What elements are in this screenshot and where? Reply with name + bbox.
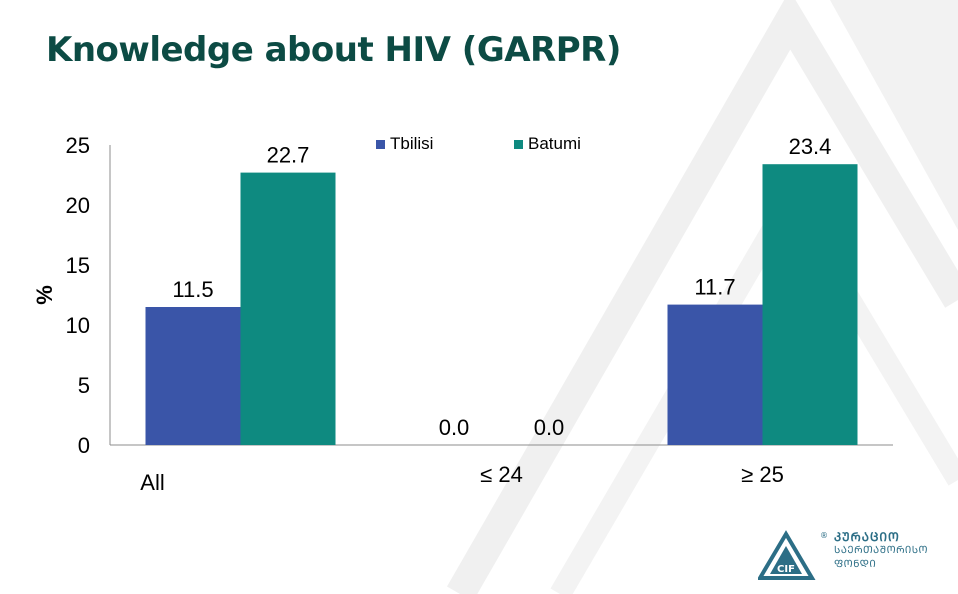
category-labels: All ≤ 24 ≥ 25: [140, 462, 784, 495]
registered-mark: ®: [820, 531, 828, 540]
category-label: ≥ 25: [741, 462, 784, 487]
y-tick-label: 5: [78, 373, 90, 398]
logo-line-3: ᲤᲝᲜᲓᲘ: [834, 559, 877, 570]
bar-value-labels: 11.5 22.7 0.0 0.0 11.7 23.4: [172, 134, 831, 440]
y-tick-label: 0: [78, 433, 90, 458]
logo-text: ᲙᲣᲠᲐᲪᲘᲝ ᲡᲐᲔᲠᲗᲐᲨᲝᲠᲘᲡᲝ ᲤᲝᲜᲓᲘ: [834, 530, 954, 572]
legend-swatch-tbilisi: [376, 140, 385, 149]
y-tick-label: 20: [66, 193, 90, 218]
bar-value-label: 11.7: [694, 275, 735, 300]
bar-batumi: [762, 164, 858, 445]
logo-line-2: ᲡᲐᲔᲠᲗᲐᲨᲝᲠᲘᲡᲝ: [834, 545, 929, 556]
legend-label-batumi: Batumi: [528, 134, 581, 153]
logo-mark-text: CIF: [777, 564, 795, 575]
y-axis-label: %: [32, 285, 57, 305]
y-tick-labels: 0 5 10 15 20 25: [66, 133, 90, 458]
cif-logo-icon: CIF ®: [758, 530, 828, 580]
y-tick-label: 10: [66, 313, 90, 338]
bar-value-label: 23.4: [789, 134, 832, 159]
legend: Tbilisi Batumi: [376, 134, 581, 153]
y-tick-label: 15: [66, 253, 90, 278]
bars: [145, 164, 858, 445]
logo-line-1: ᲙᲣᲠᲐᲪᲘᲝ: [834, 530, 900, 544]
bar-value-label: 22.7: [267, 143, 310, 168]
bar-tbilisi: [667, 304, 763, 445]
bar-value-label: 0.0: [534, 415, 565, 440]
bar-value-label: 11.5: [172, 277, 213, 302]
category-label: All: [140, 470, 164, 495]
legend-swatch-batumi: [514, 140, 523, 149]
bar-tbilisi: [145, 307, 241, 445]
bar-value-label: 0.0: [439, 415, 470, 440]
y-tick-label: 25: [66, 133, 90, 158]
bar-batumi: [240, 172, 336, 445]
legend-label-tbilisi: Tbilisi: [390, 134, 433, 153]
page-title: Knowledge about HIV (GARPR): [46, 30, 621, 70]
category-label: ≤ 24: [480, 462, 523, 487]
